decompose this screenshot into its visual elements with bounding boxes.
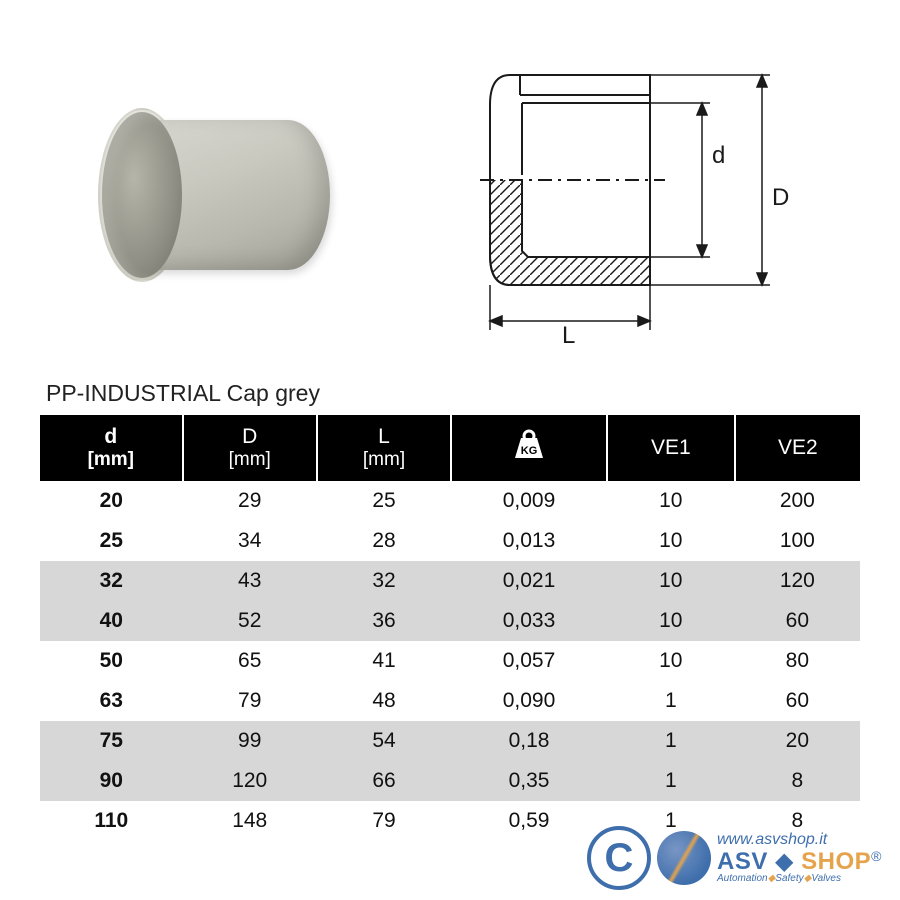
cell-L: 28 (317, 521, 451, 561)
table-row: 2029250,00910200 (40, 481, 860, 521)
cell-D: 43 (183, 561, 317, 601)
dim-label-D-outer: D (772, 184, 789, 211)
cell-ve1: 1 (607, 681, 735, 721)
cell-ve2: 120 (735, 561, 860, 601)
col-header-D: D[mm] (183, 415, 317, 481)
cell-kg: 0,013 (451, 521, 607, 561)
cell-ve1: 10 (607, 601, 735, 641)
col-header-ve1: VE1 (607, 415, 735, 481)
table-row: 6379480,090160 (40, 681, 860, 721)
table-row: 90120660,3518 (40, 761, 860, 801)
cell-kg: 0,18 (451, 721, 607, 761)
cell-ve1: 10 (607, 641, 735, 681)
cell-D: 99 (183, 721, 317, 761)
cell-d: 50 (40, 641, 183, 681)
cell-D: 148 (183, 801, 317, 841)
cell-kg: 0,033 (451, 601, 607, 641)
cell-ve2: 80 (735, 641, 860, 681)
watermark: C www.asvshop.it ASV ◆ SHOP® Automation◆… (587, 826, 882, 890)
cell-ve2: 60 (735, 681, 860, 721)
cell-ve1: 1 (607, 721, 735, 761)
cell-ve2: 8 (735, 761, 860, 801)
cell-kg: 0,35 (451, 761, 607, 801)
cell-d: 63 (40, 681, 183, 721)
table-row: 2534280,01310100 (40, 521, 860, 561)
table-row: 5065410,0571080 (40, 641, 860, 681)
spec-table: d[mm]D[mm]L[mm]KGVE1VE2 2029250,00910200… (40, 415, 860, 841)
cell-d: 110 (40, 801, 183, 841)
cell-kg: 0,021 (451, 561, 607, 601)
cell-L: 48 (317, 681, 451, 721)
cell-L: 79 (317, 801, 451, 841)
cell-L: 25 (317, 481, 451, 521)
top-section: d D L (40, 30, 860, 360)
col-header-L: L[mm] (317, 415, 451, 481)
copyright-icon: C (587, 826, 651, 890)
cell-kg: 0,057 (451, 641, 607, 681)
table-row: 3243320,02110120 (40, 561, 860, 601)
cell-ve1: 1 (607, 761, 735, 801)
cell-d: 32 (40, 561, 183, 601)
col-header-ve2: VE2 (735, 415, 860, 481)
cell-D: 34 (183, 521, 317, 561)
cell-kg: 0,59 (451, 801, 607, 841)
col-header-d: d[mm] (40, 415, 183, 481)
cell-ve1: 10 (607, 521, 735, 561)
brand-text: www.asvshop.it ASV ◆ SHOP® Automation◆Sa… (717, 832, 882, 884)
cell-D: 29 (183, 481, 317, 521)
cell-L: 32 (317, 561, 451, 601)
cell-kg: 0,090 (451, 681, 607, 721)
dim-label-d: d (712, 142, 725, 169)
globe-icon (657, 831, 711, 885)
cell-d: 90 (40, 761, 183, 801)
cell-D: 65 (183, 641, 317, 681)
cell-L: 54 (317, 721, 451, 761)
col-header-kg: KG (451, 415, 607, 481)
cell-ve1: 10 (607, 481, 735, 521)
cell-L: 41 (317, 641, 451, 681)
cell-d: 25 (40, 521, 183, 561)
table-title: PP-INDUSTRIAL Cap grey (46, 380, 860, 407)
cell-ve2: 200 (735, 481, 860, 521)
svg-text:KG: KG (521, 445, 538, 457)
product-3d-render (90, 90, 350, 300)
cell-D: 79 (183, 681, 317, 721)
cell-d: 75 (40, 721, 183, 761)
cell-d: 20 (40, 481, 183, 521)
cell-D: 52 (183, 601, 317, 641)
weight-icon: KG (509, 428, 549, 462)
cell-ve2: 60 (735, 601, 860, 641)
cell-d: 40 (40, 601, 183, 641)
table-row: 7599540,18120 (40, 721, 860, 761)
cell-ve2: 100 (735, 521, 860, 561)
cell-D: 120 (183, 761, 317, 801)
table-row: 4052360,0331060 (40, 601, 860, 641)
cell-L: 66 (317, 761, 451, 801)
technical-drawing: d D L (450, 45, 810, 345)
dim-label-L: L (562, 322, 575, 345)
cell-ve1: 10 (607, 561, 735, 601)
brand-tagline: Automation◆Safety◆Valves (717, 874, 882, 885)
cell-L: 36 (317, 601, 451, 641)
cell-ve2: 20 (735, 721, 860, 761)
cell-kg: 0,009 (451, 481, 607, 521)
brand-url: www.asvshop.it (717, 832, 882, 849)
